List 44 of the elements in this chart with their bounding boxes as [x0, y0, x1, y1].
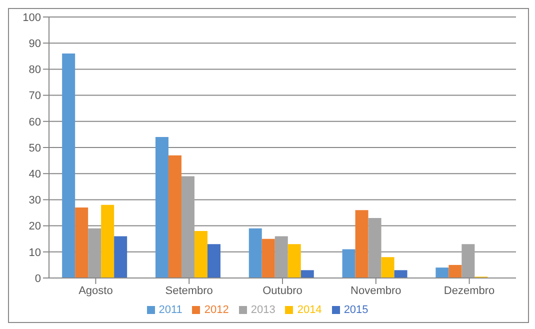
y-tick-label: 70: [28, 90, 41, 102]
bar: [368, 218, 382, 278]
bar: [62, 54, 76, 278]
x-tick-label: Novembro: [350, 284, 402, 297]
x-tick-label: Setembro: [165, 284, 213, 297]
bar: [342, 249, 356, 278]
bar: [181, 176, 194, 278]
y-tick-label: 50: [28, 142, 41, 154]
x-tick-label: Dezembro: [444, 284, 495, 297]
y-tick-label: 60: [28, 116, 41, 128]
bar: [262, 238, 275, 278]
y-tick-label: 90: [28, 38, 41, 50]
y-tick-label: 20: [28, 220, 41, 233]
y-tick-label: 30: [28, 194, 41, 207]
legend-label: 2011: [158, 304, 182, 316]
bar: [114, 236, 128, 278]
legend-label: 2012: [204, 304, 229, 316]
bar: [288, 244, 301, 278]
bar: [75, 208, 88, 278]
bar: [300, 270, 314, 278]
bar: [381, 257, 394, 278]
y-tick-label: 40: [28, 168, 41, 181]
bar: [436, 268, 449, 278]
bar: [168, 155, 182, 278]
bar: [355, 210, 368, 278]
bar: [101, 204, 114, 278]
legend-label: 2015: [344, 304, 368, 316]
bar: [194, 231, 208, 278]
bar: [462, 244, 475, 278]
y-tick-label: 80: [28, 64, 41, 76]
y-tick-label: 0: [34, 272, 41, 285]
legend-label: 2014: [297, 304, 322, 316]
x-tick-label: Outubro: [262, 284, 302, 297]
bar: [88, 228, 102, 278]
x-tick-label: Agosto: [78, 284, 113, 297]
bar: [155, 137, 168, 278]
bar: [448, 264, 462, 278]
bar: [207, 244, 220, 278]
bar: [274, 236, 288, 278]
bar: [394, 270, 408, 278]
y-tick-label: 100: [22, 12, 41, 24]
y-tick-label: 10: [28, 246, 41, 259]
legend-label: 2013: [250, 304, 276, 316]
bar: [248, 228, 262, 278]
